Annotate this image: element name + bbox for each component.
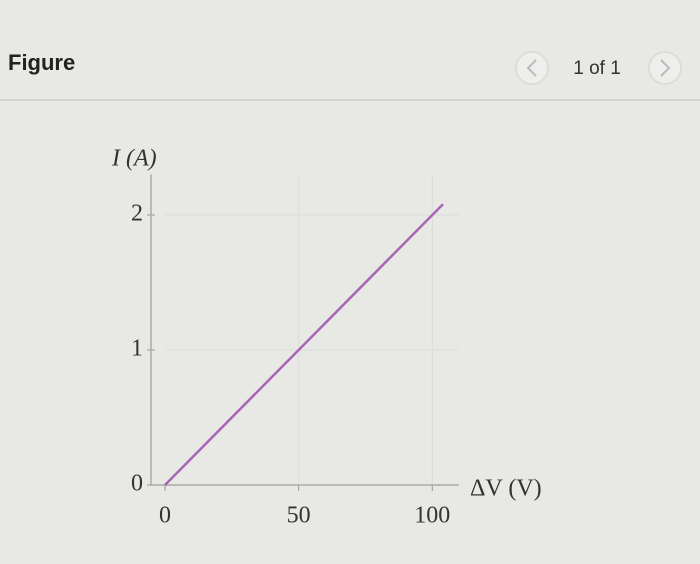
x-tick-label: 50 (287, 503, 311, 529)
prev-button[interactable] (515, 51, 549, 85)
x-tick-label: 0 (159, 503, 171, 529)
pager-label: 1 of 1 (573, 58, 621, 79)
y-tick-label: 2 (131, 201, 143, 227)
y-axis-label: I (A) (111, 146, 157, 172)
next-button[interactable] (648, 51, 682, 85)
y-tick-label: 1 (131, 336, 143, 362)
y-tick-label: 0 (131, 471, 143, 497)
x-tick-label: 100 (414, 503, 450, 529)
header-title: Figure (8, 50, 75, 75)
data-line (164, 203, 444, 486)
x-axis-label: ΔV (V) (470, 476, 542, 502)
